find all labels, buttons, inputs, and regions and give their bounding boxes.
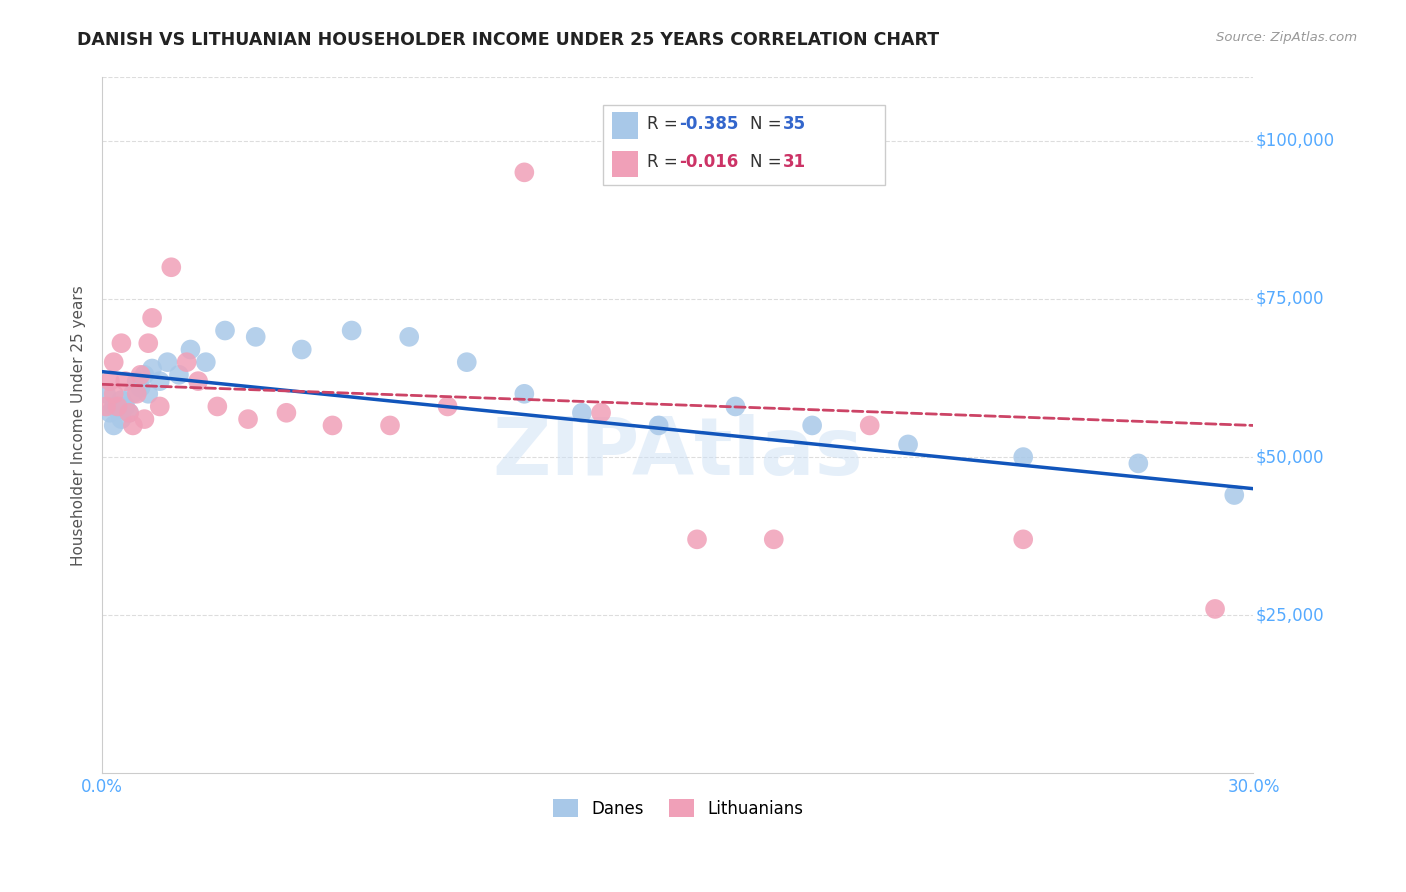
Point (245, 330, 267, 344)
Point (129, 380, 152, 394)
Text: $50,000: $50,000 (1256, 448, 1324, 467)
Point (118, 406, 141, 420)
Point (340, 324, 363, 338)
FancyBboxPatch shape (603, 105, 884, 186)
Point (1012, 450, 1035, 464)
Text: 31: 31 (783, 153, 806, 171)
Point (647, 418, 669, 433)
Point (291, 343, 314, 357)
Point (136, 336, 159, 351)
Point (801, 418, 824, 433)
Point (103, 355, 125, 369)
Point (129, 368, 152, 382)
Point (103, 418, 125, 433)
Point (236, 412, 259, 426)
Point (897, 437, 920, 451)
Point (103, 386, 125, 401)
Text: -0.385: -0.385 (679, 115, 738, 133)
Point (114, 374, 136, 388)
Point (114, 400, 136, 414)
Point (149, 400, 172, 414)
Point (591, 406, 613, 420)
Point (456, 355, 478, 369)
Point (149, 374, 172, 388)
Point (110, 336, 132, 351)
Point (167, 368, 190, 382)
Point (118, 406, 141, 420)
Point (134, 412, 156, 426)
Point (141, 310, 163, 325)
Point (156, 355, 179, 369)
Text: $100,000: $100,000 (1256, 132, 1334, 150)
Point (94, 386, 117, 401)
Point (724, 400, 747, 414)
Point (1204, 602, 1226, 616)
Point (179, 343, 201, 357)
Point (686, 533, 709, 547)
Point (103, 400, 125, 414)
Point (571, 406, 593, 420)
Point (321, 418, 343, 433)
Point (436, 400, 458, 414)
Point (398, 330, 420, 344)
Text: N =: N = (751, 115, 787, 133)
Point (107, 402, 129, 417)
Text: R =: R = (647, 153, 683, 171)
Y-axis label: Householder Income Under 25 years: Householder Income Under 25 years (72, 285, 86, 566)
Point (125, 374, 148, 388)
Point (859, 418, 882, 433)
Legend: Danes, Lithuanians: Danes, Lithuanians (546, 793, 810, 824)
Point (141, 361, 163, 376)
Point (194, 355, 217, 369)
Point (110, 412, 132, 426)
Point (94, 400, 117, 414)
Point (122, 418, 145, 433)
Point (276, 406, 298, 420)
Bar (612, 112, 637, 139)
Bar (612, 151, 637, 178)
Point (187, 374, 209, 388)
Point (176, 355, 198, 369)
Text: ZIPAtlas: ZIPAtlas (492, 414, 863, 492)
Point (136, 386, 159, 401)
Text: -0.016: -0.016 (679, 153, 738, 171)
Text: N =: N = (751, 153, 787, 171)
Point (107, 400, 129, 414)
Point (513, 165, 536, 179)
Text: Source: ZipAtlas.com: Source: ZipAtlas.com (1216, 31, 1357, 45)
Point (378, 418, 401, 433)
Text: 35: 35 (783, 115, 806, 133)
Text: $25,000: $25,000 (1256, 607, 1324, 624)
Point (98, 406, 121, 420)
Point (134, 368, 156, 382)
Point (110, 393, 132, 408)
Point (1128, 457, 1150, 471)
Point (214, 324, 236, 338)
Point (513, 386, 536, 401)
Point (1223, 488, 1246, 502)
Text: DANISH VS LITHUANIAN HOUSEHOLDER INCOME UNDER 25 YEARS CORRELATION CHART: DANISH VS LITHUANIAN HOUSEHOLDER INCOME … (77, 31, 939, 49)
Point (160, 260, 183, 275)
Point (1012, 533, 1035, 547)
Point (98, 374, 121, 388)
Point (762, 533, 785, 547)
Text: R =: R = (647, 115, 683, 133)
Text: $75,000: $75,000 (1256, 290, 1324, 308)
Point (207, 400, 229, 414)
Point (125, 386, 148, 401)
Point (122, 386, 145, 401)
